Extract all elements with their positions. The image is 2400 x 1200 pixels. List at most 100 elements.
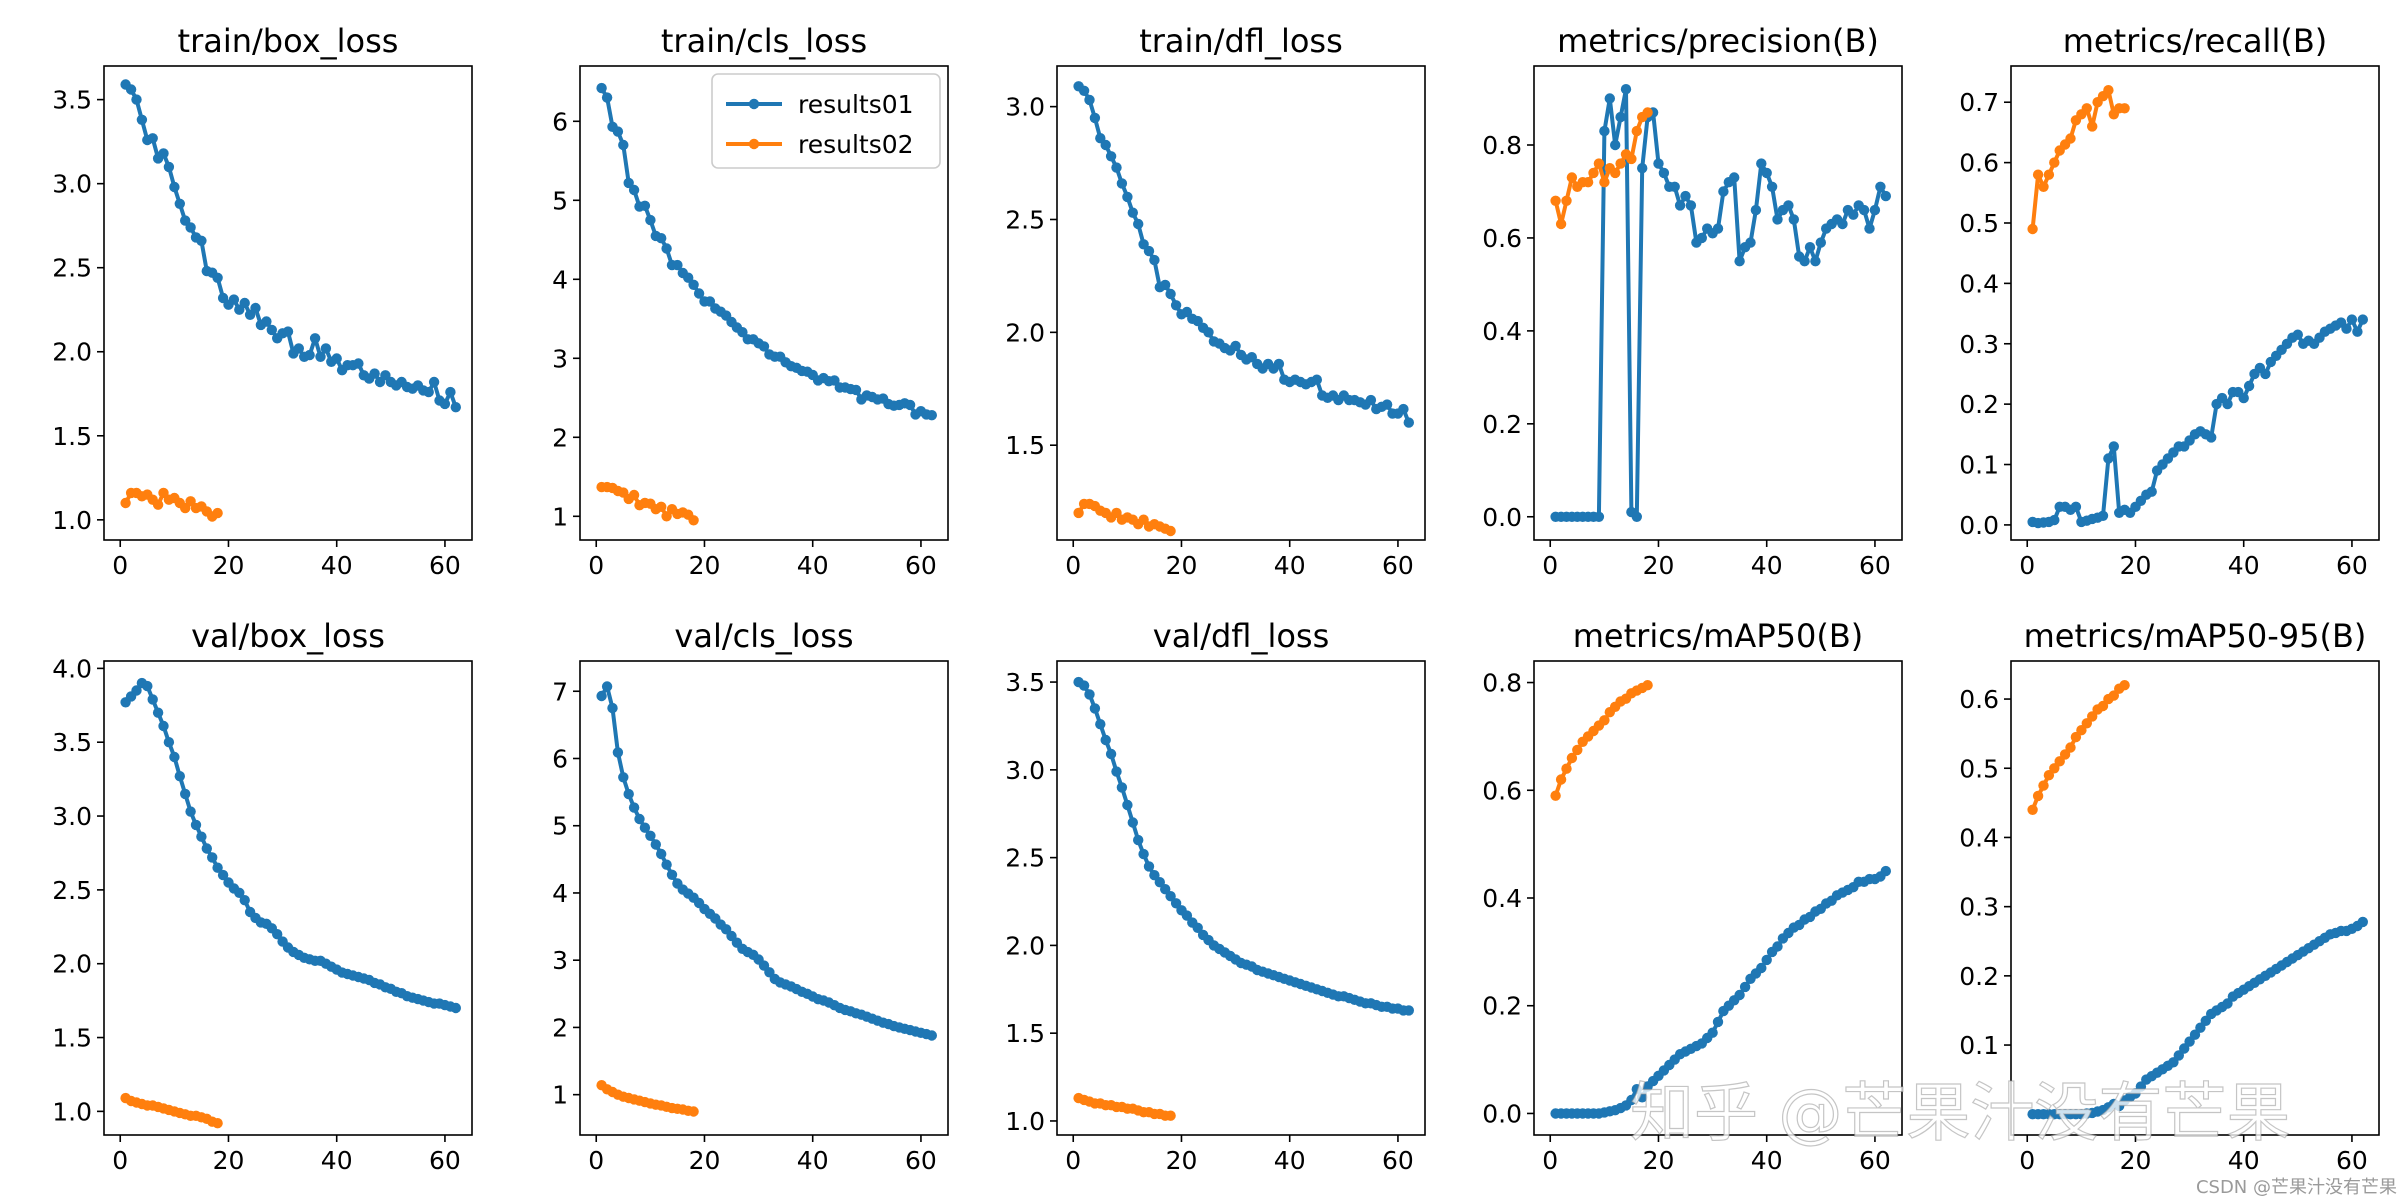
data-point (1739, 981, 1751, 993)
data-point (1127, 207, 1139, 218)
data-point (217, 869, 229, 881)
data-point (1869, 204, 1881, 216)
legend-marker (748, 138, 760, 150)
y-tick-label: 0.1 (1959, 1031, 1999, 1060)
series-results01 (120, 79, 461, 413)
data-point (1078, 85, 1090, 97)
data-point (1604, 93, 1616, 104)
x-tick-label: 0 (1542, 1146, 1558, 1175)
y-tick-label: 1.0 (1005, 1107, 1045, 1136)
series-results02 (120, 487, 223, 522)
y-tick-label: 0.8 (1482, 131, 1522, 160)
data-point (737, 327, 748, 338)
y-tick-label: 0.0 (1959, 511, 1999, 540)
data-point (2238, 392, 2249, 404)
data-point (639, 822, 651, 833)
data-point (1864, 223, 1875, 234)
data-point (1566, 752, 1578, 764)
data-point (1599, 177, 1610, 188)
data-point (2260, 368, 2271, 380)
subplot-title: train/dfl_loss (1139, 22, 1343, 60)
data-point (369, 368, 380, 379)
axes-frame (103, 65, 473, 541)
data-point (704, 296, 716, 307)
data-point (596, 690, 607, 702)
data-point (331, 353, 342, 364)
subplot-val-box-loss: val/box_loss 0 20 40 60 1.0 1.5 2.0 2.5 3.0 3.5 4.0 (52, 617, 473, 1175)
x-tick-label: 60 (1382, 1146, 1414, 1175)
data-point (152, 707, 164, 718)
axes-frame (579, 660, 949, 1136)
data-point (1073, 507, 1084, 519)
data-point (1637, 163, 1648, 174)
data-point (1572, 744, 1583, 756)
data-point (1880, 190, 1892, 202)
data-point (158, 720, 169, 732)
legend: results01 results02 (711, 73, 941, 169)
series-results01 (596, 82, 937, 421)
data-point (1599, 715, 1610, 726)
data-point (1631, 1084, 1643, 1095)
data-point (180, 788, 191, 800)
data-point (926, 1030, 937, 1041)
y-tick-label: 3.5 (52, 728, 92, 757)
axes-frame (1056, 65, 1426, 541)
data-point (1555, 218, 1567, 230)
data-point (293, 343, 304, 354)
data-point (639, 200, 651, 211)
data-point (2108, 441, 2119, 452)
data-point (612, 747, 624, 758)
data-point (1365, 394, 1377, 406)
data-point (147, 694, 158, 705)
x-tick-label: 0 (112, 551, 128, 580)
data-point (656, 501, 667, 512)
data-point (1111, 766, 1122, 777)
data-point (628, 489, 640, 501)
y-tick-label: 2.0 (1005, 931, 1045, 960)
data-point (850, 384, 862, 396)
data-point (758, 341, 770, 352)
data-point (315, 351, 326, 362)
data-point (1095, 719, 1106, 730)
data-point (1203, 327, 1214, 338)
axes-frame (103, 660, 473, 1136)
y-tick-label: 4 (552, 265, 568, 294)
data-point (1875, 181, 1886, 192)
y-tick-label: 1.5 (1005, 431, 1045, 460)
data-point (2065, 742, 2076, 753)
series-results01 (1550, 865, 1892, 1119)
series-results01 (2027, 314, 2368, 529)
data-point (169, 181, 180, 193)
data-point (1680, 190, 1691, 202)
data-point (1089, 703, 1101, 714)
data-point (656, 848, 667, 860)
data-point (1149, 870, 1160, 881)
data-point (2222, 398, 2233, 410)
data-point (1610, 167, 1621, 179)
axes-frame (2010, 65, 2380, 541)
data-point (423, 386, 434, 398)
data-point (1626, 153, 1637, 165)
data-point (131, 685, 142, 696)
series-results01 (1073, 81, 1415, 428)
data-point (2103, 453, 2114, 464)
data-point (1154, 877, 1166, 888)
y-tick-label: 0.6 (1959, 685, 1999, 714)
data-point (1729, 172, 1740, 183)
data-point (1674, 200, 1686, 211)
data-point (618, 139, 629, 151)
data-point (628, 184, 640, 196)
data-point (1181, 910, 1193, 921)
data-point (353, 358, 364, 369)
data-point (596, 82, 607, 94)
y-tick-label: 0.1 (1959, 451, 1999, 480)
data-point (2146, 486, 2157, 497)
data-point (1273, 358, 1285, 370)
data-point (656, 233, 667, 244)
x-tick-label: 20 (1643, 551, 1675, 580)
x-tick-label: 40 (321, 1146, 353, 1175)
data-point (618, 772, 629, 783)
data-point (1707, 1027, 1718, 1038)
data-point (1610, 139, 1621, 151)
